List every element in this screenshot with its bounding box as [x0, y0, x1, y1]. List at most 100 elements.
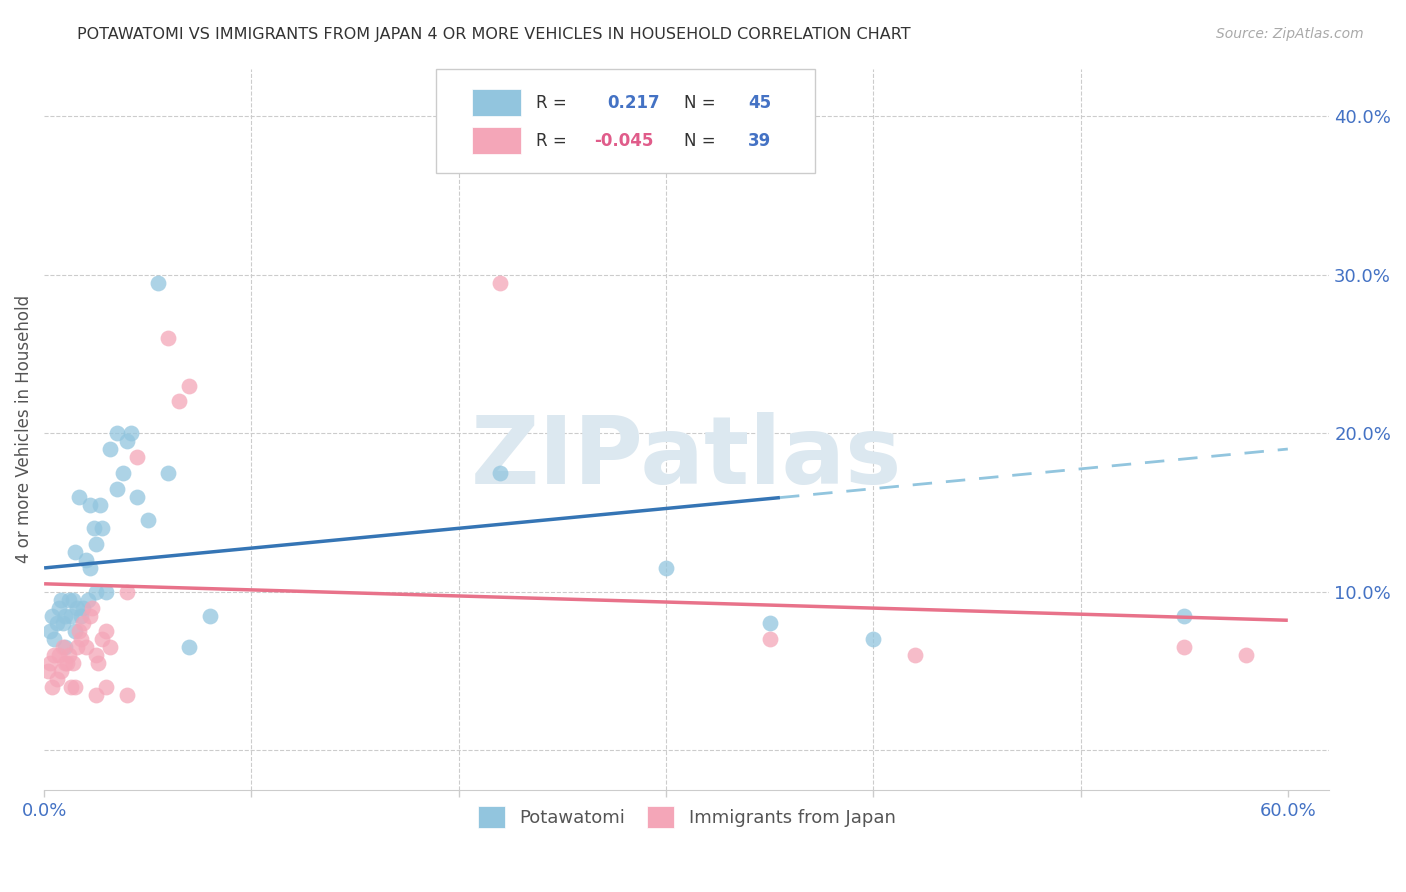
Legend: Potawatomi, Immigrants from Japan: Potawatomi, Immigrants from Japan	[471, 798, 903, 835]
Point	[127, 490, 149, 504]
Point	[63, 545, 86, 559]
Point	[1173, 640, 1195, 655]
Text: N =: N =	[685, 94, 721, 112]
Point	[96, 584, 118, 599]
Point	[80, 600, 103, 615]
Point	[655, 561, 678, 575]
Point	[53, 608, 76, 623]
Point	[1173, 608, 1195, 623]
Point	[41, 680, 63, 694]
Point	[45, 616, 67, 631]
Text: 45: 45	[748, 94, 772, 112]
Point	[489, 276, 512, 290]
Point	[67, 624, 90, 639]
Point	[84, 537, 107, 551]
Point	[105, 482, 128, 496]
Point	[167, 394, 190, 409]
Point	[63, 680, 86, 694]
Point	[41, 608, 63, 623]
Point	[45, 672, 67, 686]
Point	[72, 616, 94, 631]
Point	[157, 466, 180, 480]
Point	[56, 656, 79, 670]
Point	[111, 466, 134, 480]
Point	[66, 600, 89, 615]
Point	[79, 561, 101, 575]
Point	[100, 442, 122, 456]
Point	[115, 584, 138, 599]
FancyBboxPatch shape	[436, 69, 815, 173]
Point	[70, 632, 93, 647]
Text: -0.045: -0.045	[595, 132, 654, 150]
Point	[96, 680, 118, 694]
Point	[84, 648, 107, 662]
Point	[75, 640, 97, 655]
Text: ZIPatlas: ZIPatlas	[471, 412, 903, 504]
Point	[49, 592, 72, 607]
Point	[115, 688, 138, 702]
Point	[66, 640, 89, 655]
Point	[67, 490, 90, 504]
Text: 0.217: 0.217	[607, 94, 659, 112]
Point	[79, 608, 101, 623]
Point	[58, 648, 80, 662]
Point	[127, 450, 149, 464]
Point	[91, 632, 114, 647]
Point	[63, 624, 86, 639]
Point	[49, 664, 72, 678]
Point	[489, 466, 512, 480]
Point	[84, 688, 107, 702]
Point	[758, 616, 780, 631]
Point	[87, 656, 110, 670]
Point	[179, 640, 201, 655]
Point	[157, 331, 180, 345]
Text: N =: N =	[685, 132, 721, 150]
Point	[58, 592, 80, 607]
Text: POTAWATOMI VS IMMIGRANTS FROM JAPAN 4 OR MORE VEHICLES IN HOUSEHOLD CORRELATION : POTAWATOMI VS IMMIGRANTS FROM JAPAN 4 OR…	[77, 27, 911, 42]
Point	[44, 648, 66, 662]
Point	[91, 521, 114, 535]
Point	[79, 498, 101, 512]
Point	[52, 640, 75, 655]
Point	[179, 378, 201, 392]
Point	[37, 664, 59, 678]
Point	[75, 553, 97, 567]
Point	[44, 632, 66, 647]
Point	[100, 640, 122, 655]
Point	[62, 592, 84, 607]
Point	[39, 624, 62, 639]
Point	[904, 648, 927, 662]
Point	[83, 521, 105, 535]
Point	[60, 608, 83, 623]
Y-axis label: 4 or more Vehicles in Household: 4 or more Vehicles in Household	[15, 295, 32, 563]
Point	[48, 648, 70, 662]
Point	[146, 276, 169, 290]
Point	[105, 426, 128, 441]
FancyBboxPatch shape	[472, 127, 520, 154]
FancyBboxPatch shape	[472, 89, 520, 117]
Point	[198, 608, 221, 623]
Point	[39, 656, 62, 670]
Point	[60, 680, 83, 694]
Point	[120, 426, 142, 441]
Point	[136, 513, 159, 527]
Text: R =: R =	[536, 94, 572, 112]
Point	[862, 632, 884, 647]
Point	[48, 600, 70, 615]
Text: Source: ZipAtlas.com: Source: ZipAtlas.com	[1216, 27, 1364, 41]
Point	[115, 434, 138, 449]
Point	[53, 656, 76, 670]
Point	[62, 656, 84, 670]
Point	[53, 640, 76, 655]
Point	[758, 632, 780, 647]
Text: R =: R =	[536, 132, 572, 150]
Point	[1234, 648, 1257, 662]
Point	[76, 592, 98, 607]
Point	[84, 584, 107, 599]
Text: 39: 39	[748, 132, 772, 150]
Point	[70, 608, 93, 623]
Point	[52, 616, 75, 631]
Point	[89, 498, 111, 512]
Point	[72, 600, 94, 615]
Point	[96, 624, 118, 639]
